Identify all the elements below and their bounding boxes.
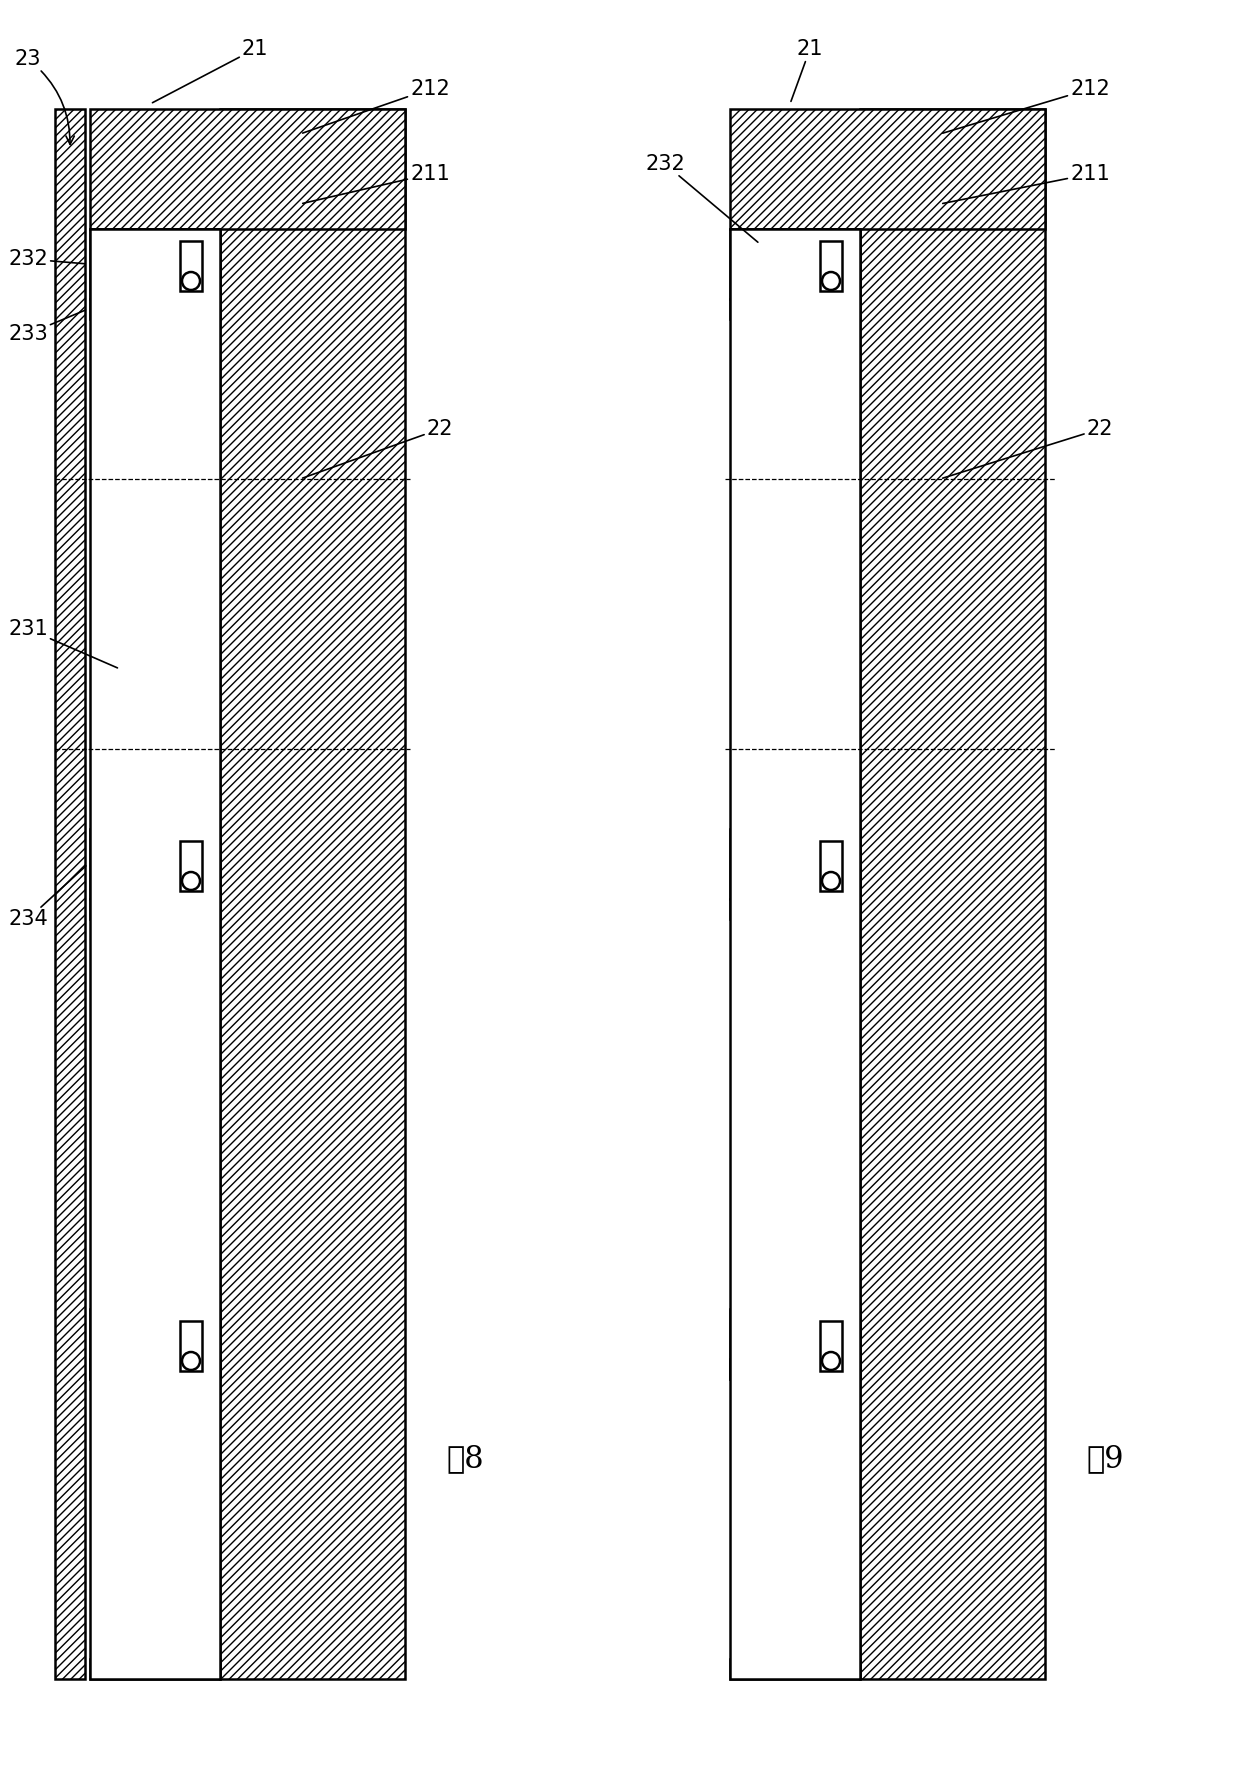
Bar [730, 229, 861, 1680]
Bar [91, 229, 219, 299]
Text: 图9: 图9 [1086, 1444, 1123, 1474]
Text: 233: 233 [9, 309, 86, 343]
Bar [180, 841, 202, 891]
Circle shape [822, 1352, 839, 1370]
Bar [180, 1320, 202, 1370]
Bar [730, 1658, 861, 1680]
Bar [730, 1310, 861, 1379]
Bar [91, 900, 219, 920]
Bar [91, 109, 405, 229]
Text: 212: 212 [942, 79, 1110, 132]
Text: 211: 211 [303, 165, 450, 204]
Bar [820, 242, 842, 292]
Text: 22: 22 [942, 419, 1114, 478]
Circle shape [182, 272, 200, 290]
Bar [861, 109, 1045, 1680]
Bar [820, 1320, 842, 1370]
Bar [180, 242, 202, 292]
Circle shape [182, 1352, 200, 1370]
Bar [730, 109, 1045, 229]
Bar [91, 1658, 219, 1680]
Text: 232: 232 [9, 249, 86, 268]
Text: 231: 231 [9, 619, 118, 667]
Text: 212: 212 [303, 79, 450, 132]
Bar [91, 1310, 219, 1379]
Circle shape [822, 871, 839, 889]
Bar [730, 299, 861, 318]
Text: 22: 22 [303, 419, 454, 478]
Bar [820, 841, 842, 891]
Text: 21: 21 [153, 39, 268, 102]
Bar [730, 828, 861, 900]
Bar [91, 229, 219, 1680]
Circle shape [822, 272, 839, 290]
Text: 234: 234 [9, 866, 86, 928]
Bar [730, 229, 861, 299]
Bar [91, 299, 219, 318]
Bar [730, 900, 861, 920]
Text: 211: 211 [942, 165, 1110, 204]
Text: 232: 232 [645, 154, 758, 242]
Bar [91, 1360, 219, 1379]
Text: 23: 23 [15, 48, 74, 145]
Bar [730, 1360, 861, 1379]
Bar [219, 109, 405, 1680]
Bar [91, 828, 219, 900]
Circle shape [182, 871, 200, 889]
Text: 21: 21 [791, 39, 823, 102]
Text: 图8: 图8 [446, 1444, 484, 1474]
Bar [55, 109, 86, 1680]
